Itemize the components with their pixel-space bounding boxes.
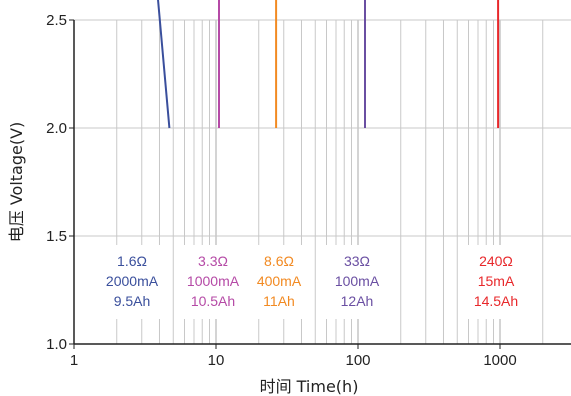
axes [73,20,571,345]
y-tick-label: 1.5 [46,228,67,245]
y-tick-label: 1.0 [46,336,67,353]
annotation-box-5 [462,245,530,319]
y-axis-title: 电压 Voltage(V) [7,122,26,243]
annotation-label: 2000mA [106,273,159,289]
y-tick-label: 2.5 [46,12,67,29]
annotation-label: 3.3Ω [198,253,228,269]
annotation-label: 8.6Ω [264,253,294,269]
x-tick-label: 100 [345,352,370,369]
annotation-box-3 [249,245,309,319]
annotation-box-2 [176,245,250,319]
annotation-label: 1000mA [187,273,240,289]
annotation-label: 14.5Ah [474,293,518,309]
x-tick-label: 1 [70,352,78,369]
annotation-label: 240Ω [479,253,513,269]
annotation-label: 100mA [335,273,380,289]
annotation-label: 11Ah [263,293,295,309]
annotation-label: 12Ah [341,293,374,309]
annotations: 1.6Ω 2000mA 9.5Ah 3.3Ω 1000mA 10.5Ah 8.6Ω 400mA… [98,245,530,319]
x-tick-label: 10 [208,352,225,369]
annotation-box-4 [318,245,396,319]
annotation-label: 10.5Ah [191,293,235,309]
annotation-label: 400mA [257,273,302,289]
x-axis-title: 时间 Time(h) [260,377,359,396]
annotation-label: 1.6Ω [117,253,147,269]
annotation-box-1 [98,245,166,319]
x-tick-label: 1000 [483,352,516,369]
y-tick-label: 2.0 [46,120,67,137]
annotation-label: 33Ω [344,253,370,269]
annotation-label: 9.5Ah [114,293,151,309]
annotation-label: 15mA [478,273,515,289]
